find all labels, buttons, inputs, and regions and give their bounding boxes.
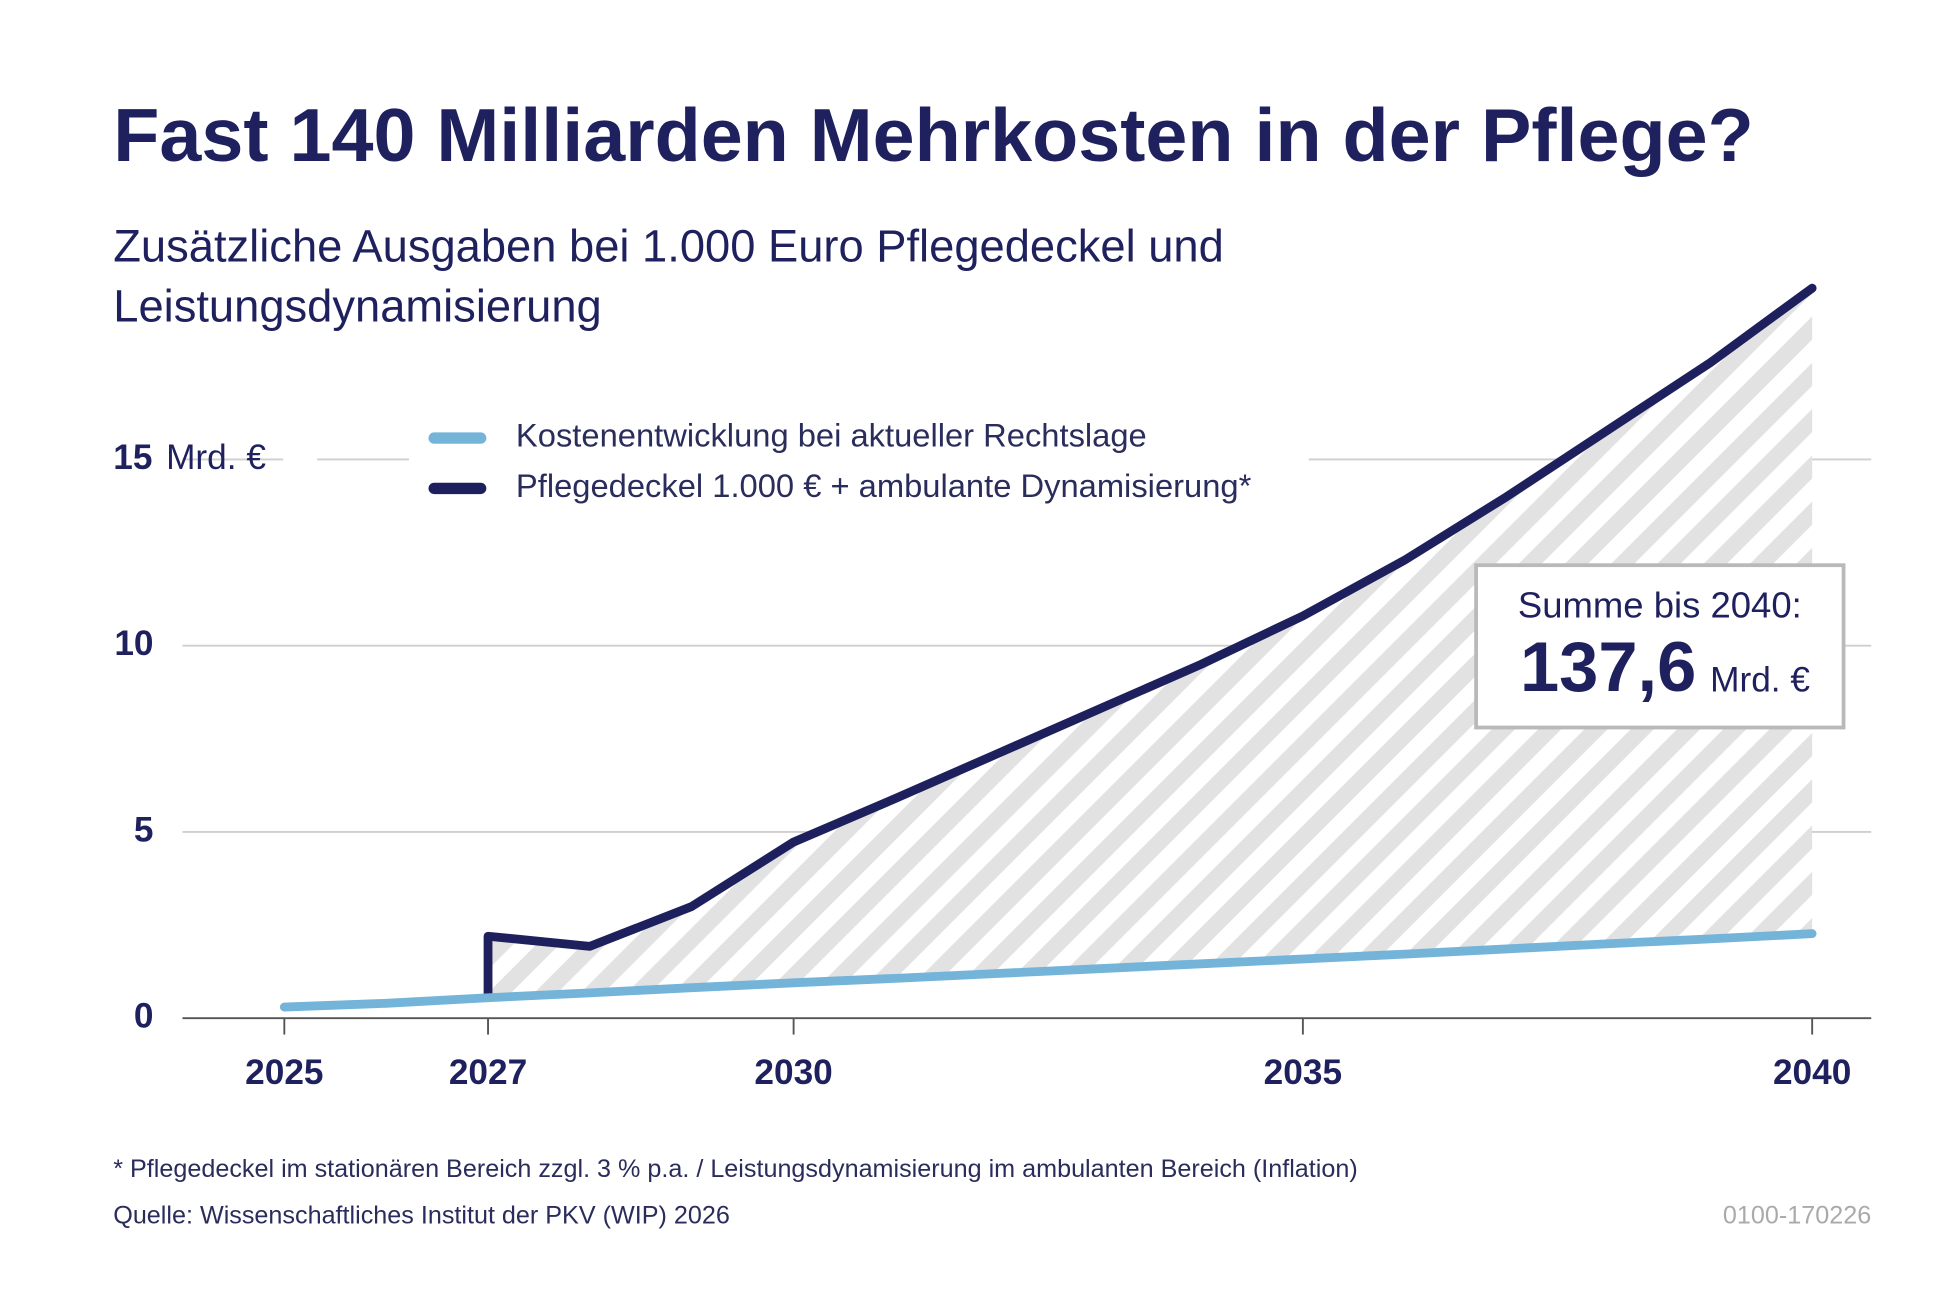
annotation-value: 137,6 <box>1520 627 1696 706</box>
plot: 0 5 10 15 Mrd. € 2025 2027 2030 2035 2040 <box>113 283 1872 1092</box>
y-unit: Mrd. € <box>166 438 266 477</box>
footnote: * Pflegedeckel im stationären Bereich zz… <box>113 1155 1357 1183</box>
legend: Kostenentwicklung bei aktueller Rechtsla… <box>428 417 1252 504</box>
x-tick-label: 2027 <box>449 1053 527 1092</box>
x-tick-label: 2030 <box>754 1053 832 1092</box>
x-tick-label: 2035 <box>1264 1053 1342 1092</box>
series-line <box>483 283 1817 1003</box>
source: Quelle: Wissenschaftliches Institut der … <box>113 1202 730 1230</box>
x-tick-label: 2040 <box>1773 1053 1851 1092</box>
label-backdrop <box>283 428 318 491</box>
y-tick-label: 5 <box>134 810 154 849</box>
legend-backdrop <box>408 415 1309 517</box>
hatch-area <box>488 288 1813 998</box>
y-tick-label: 0 <box>134 997 154 1036</box>
annotation-box <box>1474 563 1846 730</box>
subtitle: Zusätzliche Ausgaben bei 1.000 Euro Pfle… <box>113 220 1224 271</box>
annotation-unit: Mrd. € <box>1710 661 1810 700</box>
y-tick-label: 10 <box>114 624 153 663</box>
code: 0100-170226 <box>1723 1202 1871 1230</box>
annotation-label: Summe bis 2040: <box>1518 585 1802 626</box>
x-tick-label: 2025 <box>245 1053 323 1092</box>
y-tick-label: 15 <box>113 438 152 477</box>
chart-title: Fast 140 Milliarden Mehrkosten in der Pf… <box>113 93 1753 177</box>
subtitle: Leistungsdynamisierung <box>113 281 602 332</box>
legend-label: Pflegedeckel 1.000 € + ambulante Dynamis… <box>516 467 1252 504</box>
legend-label: Kostenentwicklung bei aktueller Rechtsla… <box>516 417 1147 454</box>
series-line <box>279 929 1817 1012</box>
